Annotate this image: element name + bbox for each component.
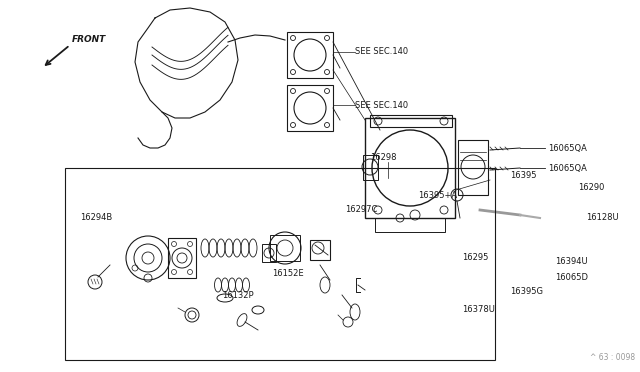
Bar (262, 244, 276, 262)
Bar (287, 85, 333, 131)
Bar (458, 140, 488, 195)
Text: FRONT: FRONT (72, 35, 106, 45)
Text: 16395+A: 16395+A (418, 190, 457, 199)
Bar (168, 238, 196, 278)
Bar (365, 118, 455, 218)
Text: 16132P: 16132P (222, 291, 253, 299)
Bar (363, 155, 378, 180)
Text: 16065QA: 16065QA (548, 164, 587, 173)
Bar (65, 168, 495, 360)
Text: SEE SEC.140: SEE SEC.140 (355, 100, 408, 109)
Text: 16297C: 16297C (345, 205, 378, 215)
Text: ^ 63 : 0098: ^ 63 : 0098 (590, 353, 635, 362)
Text: 16378U: 16378U (462, 305, 495, 314)
Text: 16128U: 16128U (586, 214, 619, 222)
Text: SEE SEC.140: SEE SEC.140 (355, 48, 408, 57)
Bar (375, 218, 445, 232)
Bar (270, 235, 300, 261)
Text: 16152E: 16152E (272, 269, 303, 278)
Text: 16290: 16290 (578, 183, 604, 192)
Text: 16298: 16298 (370, 153, 397, 161)
Text: 16395G: 16395G (510, 288, 543, 296)
Bar (370, 115, 452, 127)
Text: 16065QA: 16065QA (548, 144, 587, 153)
Text: 16395: 16395 (510, 170, 536, 180)
Bar (287, 32, 333, 78)
Text: 16295: 16295 (462, 253, 488, 263)
Text: 16394U: 16394U (555, 257, 588, 266)
Bar (310, 240, 330, 260)
Text: 16294B: 16294B (80, 214, 112, 222)
Text: 16065D: 16065D (555, 273, 588, 282)
